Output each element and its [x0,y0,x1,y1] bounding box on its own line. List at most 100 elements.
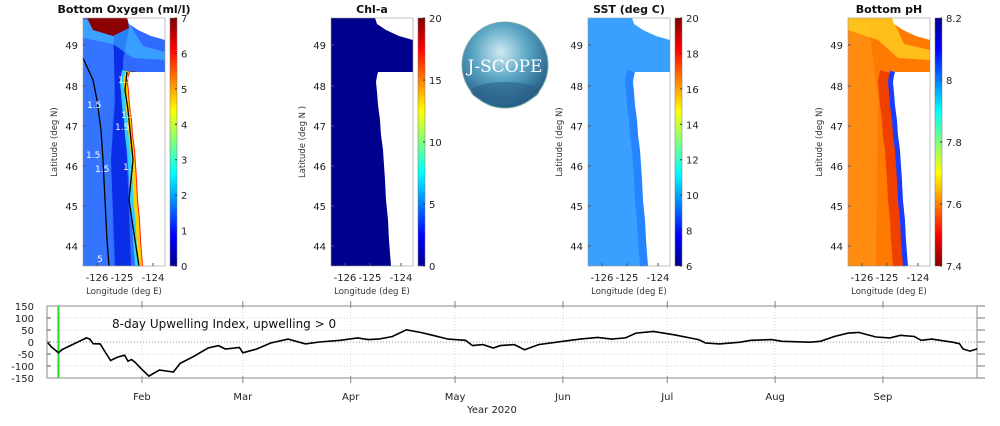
y-tick-label: 48 [313,82,326,93]
data-point [819,340,821,342]
y-tick-label: 48 [570,82,583,93]
vancouver-island-mask [127,18,165,40]
colorbar-tick-label: 7 [181,14,187,25]
data-point [976,348,978,350]
y-tick-label: 47 [313,122,326,133]
x-tick-label: Sep [874,392,893,403]
strait-zone [848,18,930,60]
data-point [562,340,564,342]
data-point [357,337,359,339]
colorbar-tick-label: 12 [686,156,699,167]
x-tick-label: -125 [616,273,639,284]
data-point [537,344,540,346]
x-tick-label: -126 [334,273,357,284]
map-title: Bottom pH [856,3,922,16]
data-point [57,352,60,354]
x-axis-label: Longitude (deg E) [591,287,667,297]
y-tick-label: 44 [830,242,843,253]
data-point [165,370,167,372]
colorbar-tick-label: 20 [686,14,699,25]
x-axis-label: Longitude (deg E) [851,287,927,297]
data-point [697,339,700,341]
colorbar-tick-label: 2 [181,191,187,202]
y-tick-label: 150 [15,302,34,313]
y-tick-label: 48 [830,82,843,93]
contour-label: 1.5 [95,165,109,175]
data-point [339,339,341,341]
logo-text: J-SCOPE [466,57,543,77]
data-point [85,337,87,339]
data-point [704,342,707,344]
data-point [405,329,407,331]
y-tick-label: -150 [11,374,34,385]
data-point [899,334,901,336]
colorbar-tick-label: 5 [181,85,187,96]
j-scope-logo: J-SCOPE [461,21,549,109]
data-point [499,345,501,347]
y-tick-label: -50 [18,350,34,361]
data-point [492,347,494,349]
colorbar-tick-label: 6 [181,49,187,60]
data-point [61,349,63,351]
x-axis-label: Longitude (deg E) [334,287,410,297]
vancouver-shelf [87,18,129,36]
data-point [148,375,150,377]
data-point [875,336,877,338]
map-frame [587,17,671,267]
data-point [464,339,467,341]
map-frame [82,17,166,267]
colorbar [674,17,683,267]
colorbar-tick-label: 10 [686,191,699,202]
y-tick-label: 46 [570,162,583,173]
colorbar-tick-label: 10 [429,138,442,149]
map-panel-3: SST (deg C) 49 48 47 46 45 44 -126 -125 -124 Longi… [555,3,699,297]
land-mask [376,72,413,266]
data-point [89,338,91,340]
y-axis-label: Latitude (deg N) [50,107,60,176]
data-point [110,359,112,362]
data-point [750,339,752,341]
slope-band [877,70,907,267]
y-tick-label: 44 [313,242,326,253]
contour-label: 1.5 [86,151,100,161]
data-point [635,332,637,334]
colorbar [169,17,178,267]
x-tick-label: -124 [390,273,413,284]
colorbar-tick-label: 0 [429,262,435,273]
contour-label: 1.5 [118,76,132,86]
data-point [92,343,94,345]
data-point [718,343,721,345]
data-point [524,349,526,351]
data-point [430,334,432,336]
data-point [920,339,922,341]
y-tick-label: 48 [65,82,78,93]
map-title: Bottom Oxygen (ml/l) [58,3,191,16]
data-point [951,341,954,343]
y-tick-label: 49 [830,41,843,52]
data-point [889,337,891,339]
y-tick-label: 45 [570,202,583,213]
deep-zone [111,18,131,266]
data-point [962,348,964,350]
data-point [238,346,240,349]
offshore-zone [83,18,117,266]
x-axis-label: Year 2020 [466,405,517,416]
colorbar-tick-label: 15 [429,76,442,87]
colorbar-tick-label: 14 [686,120,699,131]
y-tick-label: -100 [11,362,34,373]
map-frame [847,17,931,267]
data-point [50,346,53,348]
data-point [781,340,783,342]
data-point [224,348,227,350]
contour-label: 1.5 [121,111,135,121]
x-tick-label: Apr [342,392,360,403]
colorbar-tick-label: 7.8 [946,138,962,149]
data-point [47,342,49,344]
contour-label: 1.5 [87,101,101,111]
y-tick-label: 0 [28,338,34,349]
data-point [377,338,380,340]
y-tick-label: 49 [570,41,583,52]
data-point [447,338,449,340]
data-point [624,337,627,339]
